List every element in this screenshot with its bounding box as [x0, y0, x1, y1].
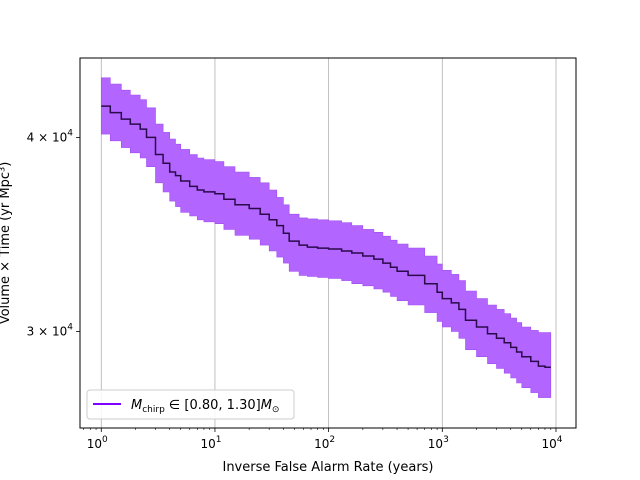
- x-tick-exponent: 2: [329, 435, 335, 445]
- x-tick-base: 10: [200, 437, 215, 451]
- y-axis-label: Volume × Time (yr Mpc³): [0, 162, 13, 325]
- x-tick-label: 103: [428, 435, 449, 451]
- x-tick-label: 104: [541, 435, 562, 451]
- y-tick-part: 3: [27, 324, 38, 338]
- y-tick-part: 4: [27, 130, 38, 144]
- x-tick-base: 10: [87, 437, 102, 451]
- x-tick-label: 101: [200, 435, 221, 451]
- legend-entry: Mchirp ∈ [0.80, 1.30]M⊙: [131, 398, 279, 415]
- legend: Mchirp ∈ [0.80, 1.30]M⊙: [86, 389, 295, 420]
- x-axis-ticks: 100 101 102 103 104: [83, 428, 563, 451]
- legend-math-m: M: [131, 398, 142, 413]
- x-tick-exponent: 3: [443, 435, 449, 445]
- y-tick-part: 10: [52, 324, 67, 338]
- legend-math-sun: ⊙: [272, 405, 280, 415]
- x-tick-exponent: 1: [216, 435, 222, 445]
- axes-frame: [79, 57, 577, 429]
- x-tick-base: 10: [541, 437, 556, 451]
- y-tick-part: 10: [52, 130, 67, 144]
- y-tick-part: 4: [67, 128, 73, 138]
- x-tick-base: 10: [314, 437, 329, 451]
- confidence-band: [101, 77, 552, 398]
- legend-math-msun: M: [261, 398, 272, 413]
- legend-box: [86, 389, 295, 420]
- y-tick-label: 3 × 104: [27, 322, 74, 338]
- x-axis-label: Inverse False Alarm Rate (years): [222, 460, 433, 475]
- x-tick-exponent: 0: [102, 435, 108, 445]
- y-tick-part: ×: [38, 324, 52, 338]
- y-tick-part: ×: [38, 130, 52, 144]
- legend-math-range: ∈ [0.80, 1.30]: [165, 398, 261, 413]
- x-tick-label: 102: [314, 435, 335, 451]
- legend-math-sub: chirp: [142, 405, 165, 415]
- x-tick-base: 10: [428, 437, 443, 451]
- x-tick-exponent: 4: [557, 435, 563, 445]
- y-tick-label: 4 × 104: [27, 128, 74, 144]
- plot-area: [100, 58, 557, 428]
- x-tick-label: 100: [87, 435, 108, 451]
- series-line: [101, 105, 551, 369]
- y-tick-part: 4: [67, 322, 73, 332]
